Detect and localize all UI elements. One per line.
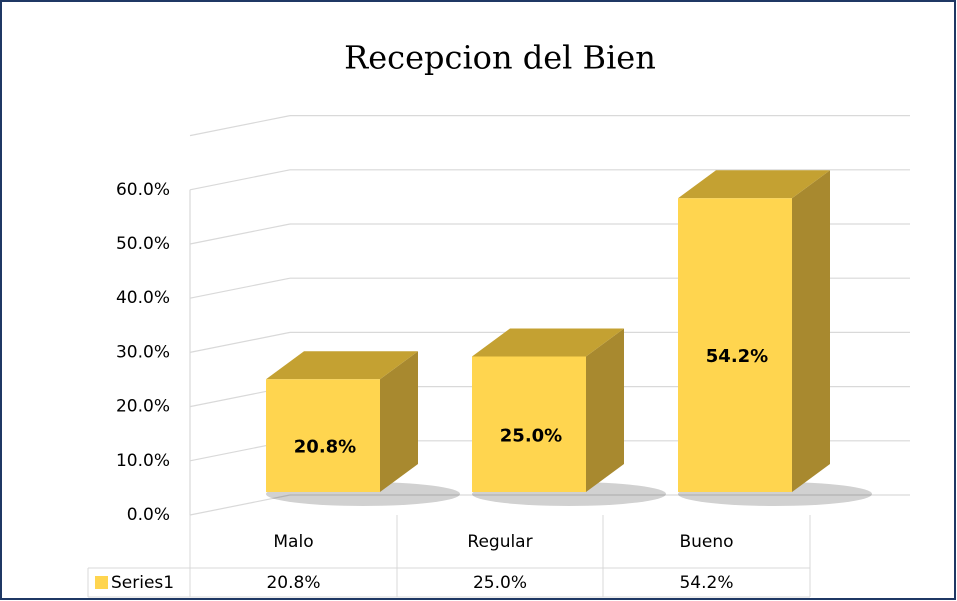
- grid-diagonal: [189, 331, 291, 353]
- y-tick-label: 10.0%: [116, 451, 170, 471]
- data-label: 25.0%: [500, 425, 562, 446]
- y-tick-label: 20.0%: [116, 397, 170, 417]
- table-value: 20.8%: [266, 573, 320, 593]
- bar-side: [792, 170, 830, 492]
- y-tick-label: 30.0%: [116, 342, 170, 362]
- bar-top: [472, 328, 624, 357]
- x-tick-label: Malo: [273, 532, 313, 552]
- grid-diagonal: [189, 494, 291, 516]
- table-value: 54.2%: [679, 573, 733, 593]
- bar: [472, 356, 586, 492]
- legend-label: Series1: [111, 573, 174, 593]
- bar-top: [266, 351, 418, 380]
- legend-key: [95, 576, 108, 589]
- data-label: 20.8%: [294, 437, 356, 458]
- chart-title: Recepcion del Bien: [344, 39, 656, 77]
- bar-side: [586, 328, 624, 492]
- data-label: 54.2%: [706, 346, 768, 367]
- x-tick-label: Bueno: [679, 532, 733, 552]
- y-tick-label: 60.0%: [116, 180, 170, 200]
- wall-top-diagonal: [189, 115, 291, 137]
- grid-diagonal: [189, 169, 291, 191]
- bar-top: [678, 170, 830, 199]
- bar: [266, 379, 380, 492]
- grid-diagonal: [189, 277, 291, 299]
- y-tick-label: 50.0%: [116, 234, 170, 254]
- grid-diagonal: [189, 223, 291, 245]
- y-tick-label: 40.0%: [116, 288, 170, 308]
- table-value: 25.0%: [473, 573, 527, 593]
- x-tick-label: Regular: [467, 532, 532, 552]
- bar: [678, 198, 792, 492]
- y-tick-label: 0.0%: [127, 505, 170, 525]
- bar-side: [380, 351, 418, 492]
